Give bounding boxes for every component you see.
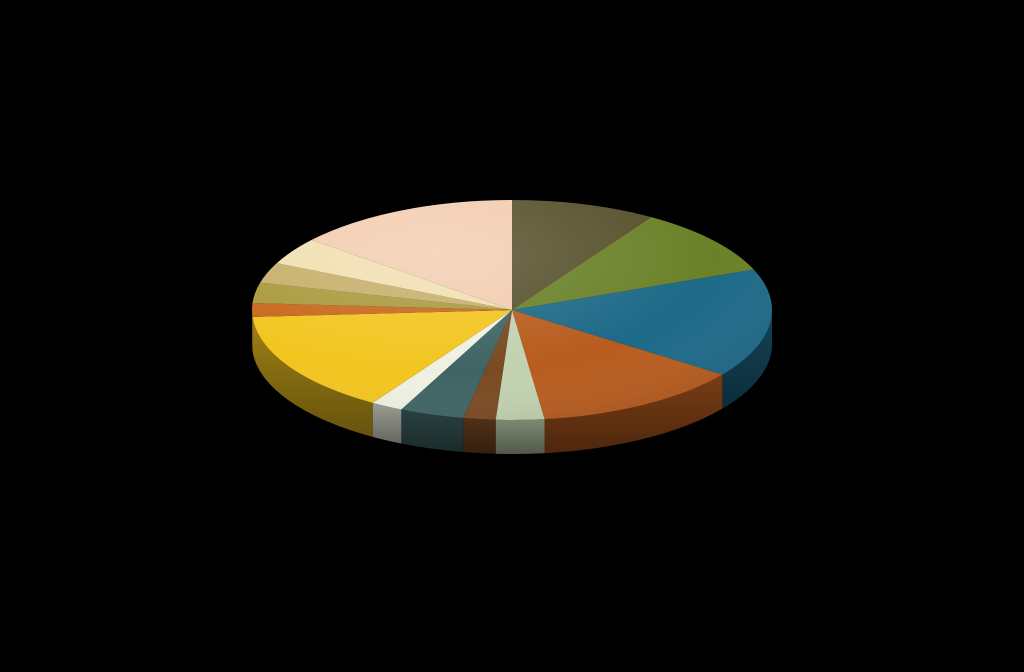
pie-chart-3d [0,0,1024,672]
